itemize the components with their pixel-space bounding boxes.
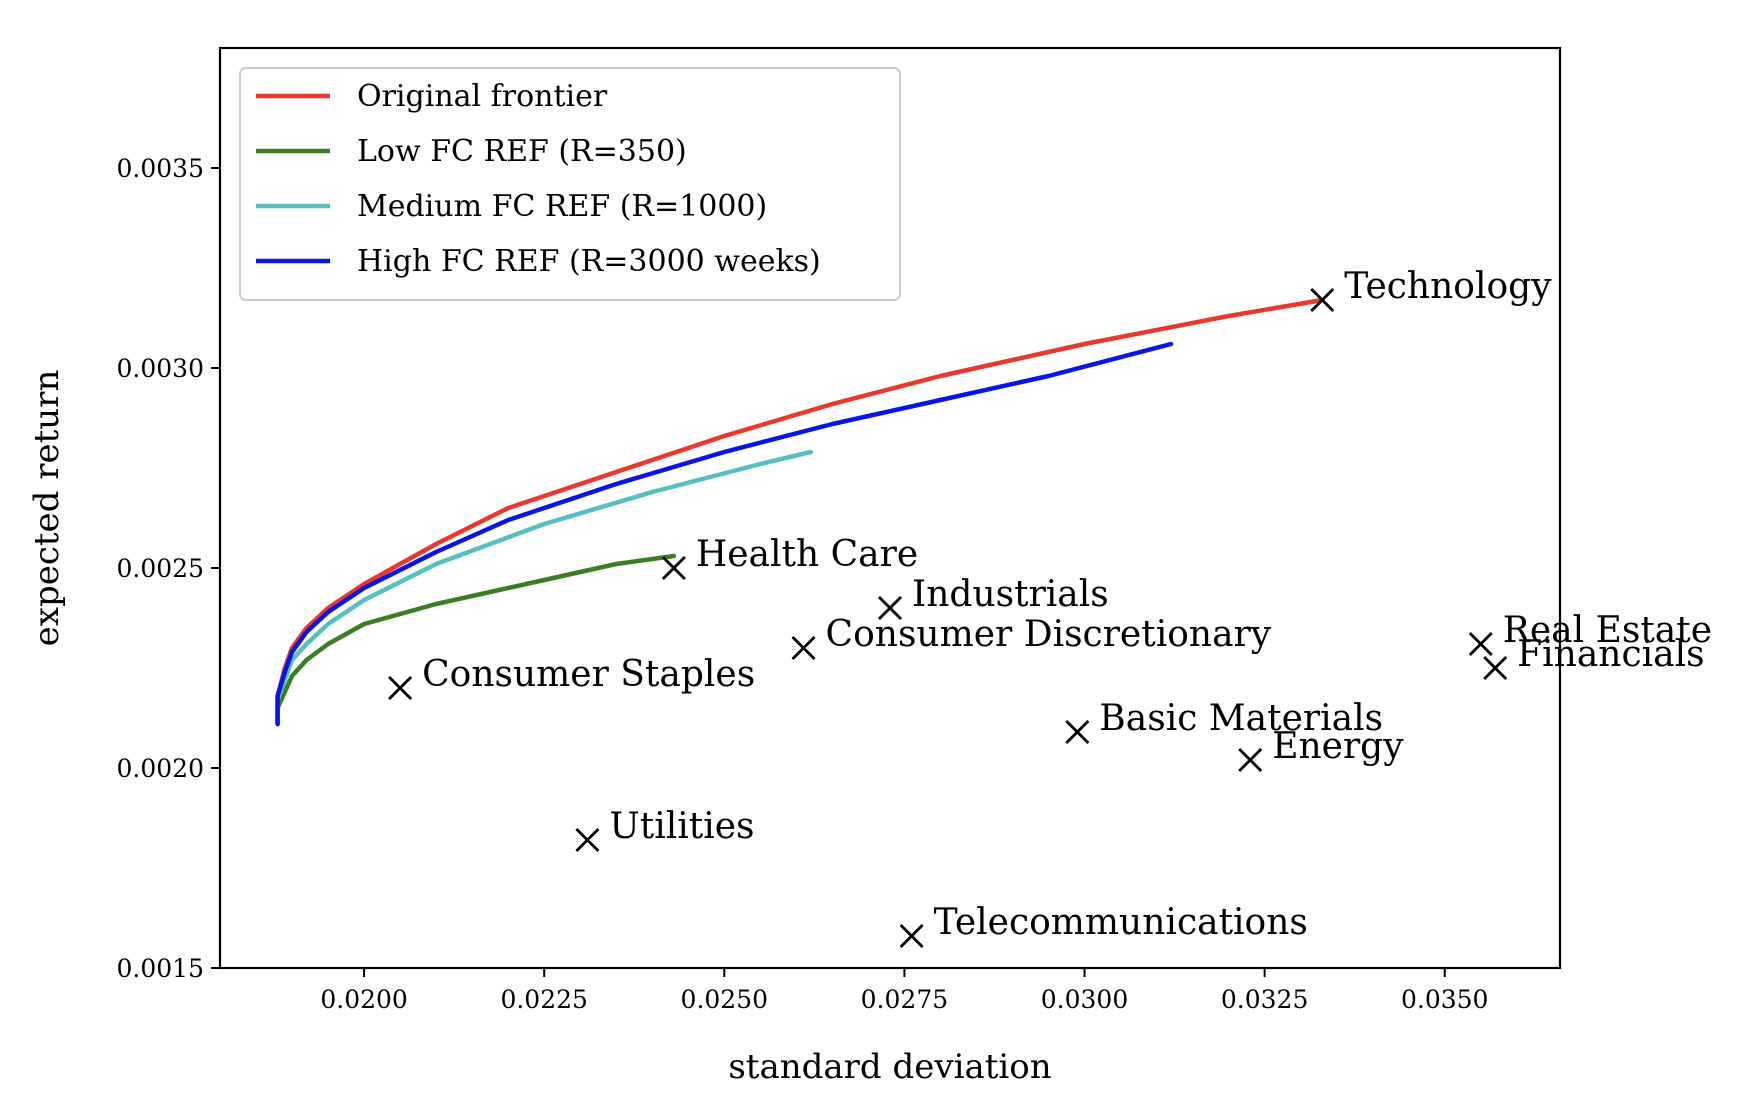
point-label: Technology [1344, 266, 1552, 307]
point-financials: Financials [1483, 634, 1705, 680]
x-tick-label: 0.0325 [1221, 985, 1308, 1014]
point-telecommunications: Telecommunications [899, 902, 1308, 948]
x-marker [388, 676, 413, 700]
plot-frame [218, 46, 1562, 970]
point-energy: Energy [1238, 726, 1404, 772]
x-marker [1483, 656, 1508, 680]
legend-label: Original frontier [357, 79, 608, 114]
y-axis-label: expected return [27, 370, 67, 647]
y-tick-label: 0.0020 [117, 754, 204, 783]
point-real-estate: Real Estate [1468, 610, 1712, 656]
legend-item-high-fc-ref-r-3000-weeks: High FC REF (R=3000 weeks) [256, 244, 821, 279]
legend-label: Low FC REF (R=350) [357, 134, 687, 169]
point-label: Industrials [912, 574, 1109, 615]
series-lines [275, 297, 1325, 727]
legend-label: High FC REF (R=3000 weeks) [357, 244, 821, 279]
point-label: Consumer Staples [422, 654, 755, 695]
point-label: Real Estate [1503, 610, 1712, 651]
x-marker [1238, 748, 1263, 772]
point-health-care: Health Care [661, 534, 918, 580]
x-marker [1310, 288, 1335, 312]
point-label: Health Care [696, 534, 918, 575]
x-tick-label: 0.0225 [500, 985, 587, 1014]
point-label: Utilities [609, 806, 754, 847]
y-tick-label: 0.0015 [117, 954, 204, 983]
y-tick-label: 0.0030 [117, 354, 204, 383]
series-line-low-fc-ref-r-350 [275, 553, 677, 727]
y-tick-label: 0.0025 [117, 554, 204, 583]
legend-item-low-fc-ref-r-350: Low FC REF (R=350) [256, 134, 687, 169]
point-consumer-staples: Consumer Staples [388, 654, 755, 700]
point-label: Consumer Discretionary [826, 614, 1272, 655]
x-marker [791, 636, 816, 660]
x-tick-label: 0.0350 [1401, 985, 1488, 1014]
x-tick-label: 0.0250 [681, 985, 768, 1014]
legend-item-original-frontier: Original frontier [256, 79, 608, 114]
x-tick-label: 0.0200 [320, 985, 407, 1014]
legend-item-medium-fc-ref-r-1000: Medium FC REF (R=1000) [256, 189, 767, 224]
x-tick-label: 0.0275 [861, 985, 948, 1014]
point-label: Energy [1272, 726, 1404, 767]
x-marker [1065, 720, 1090, 744]
legend-items: Original frontier Low FC REF (R=350) Mediu… [256, 79, 821, 279]
point-utilities: Utilities [575, 806, 755, 852]
x-marker [1468, 632, 1493, 656]
legend: Original frontier Low FC REF (R=350) Mediu… [239, 67, 901, 301]
point-industrials: Industrials [878, 574, 1109, 620]
point-basic-materials: Basic Materials [1065, 698, 1383, 744]
point-label: Telecommunications [934, 902, 1308, 943]
x-axis-label: standard deviation [728, 1047, 1051, 1087]
x-marker [878, 596, 902, 620]
legend-box [239, 67, 901, 301]
y-tick-label: 0.0035 [117, 154, 204, 183]
x-tick-label: 0.0300 [1041, 985, 1128, 1014]
series-line-high-fc-ref-r-3000-weeks [275, 341, 1174, 727]
x-marker [661, 556, 686, 580]
y-axis-ticks: 0.0015 0.0020 0.0025 0.0030 0.0035 [117, 154, 220, 983]
point-label: Basic Materials [1099, 698, 1383, 739]
x-marker [575, 828, 600, 852]
point-label: Financials [1517, 634, 1704, 675]
point-consumer-discretionary: Consumer Discretionary [791, 614, 1272, 660]
point-technology: Technology [1310, 266, 1552, 312]
x-axis-ticks: 0.0200 0.0225 0.0250 0.0275 0.0300 0.0325 0.03… [320, 968, 1488, 1014]
legend-label: Medium FC REF (R=1000) [357, 189, 767, 224]
x-marker [899, 924, 924, 948]
